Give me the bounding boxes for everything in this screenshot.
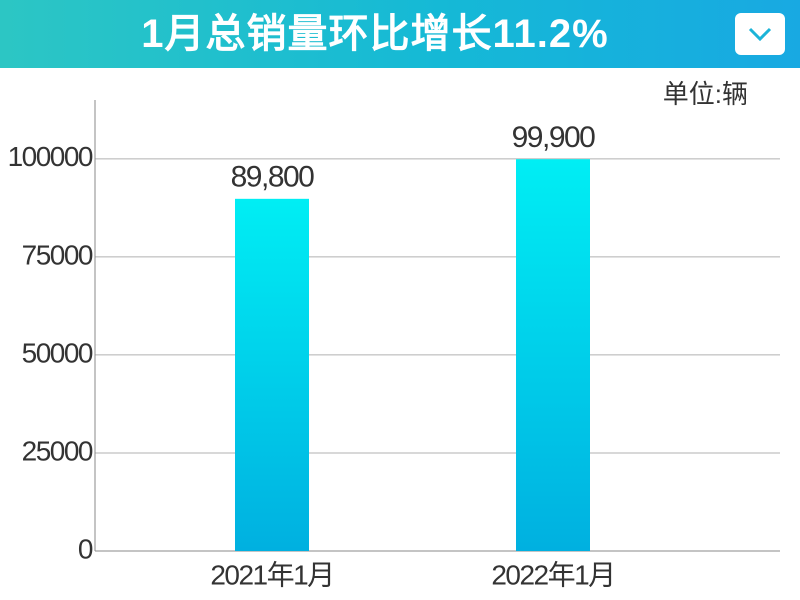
value-label: 89,800: [231, 161, 315, 194]
value-label: 99,900: [512, 121, 596, 154]
bar: [516, 159, 590, 551]
y-tick-label: 50000: [22, 337, 93, 368]
chevron-icon: [748, 27, 772, 42]
y-tick-label: 100000: [8, 141, 93, 172]
chart: 单位:辆 0 25000 50000 75000 100000 2021年1月 89,800…: [8, 79, 780, 590]
bar: [235, 198, 309, 551]
header: 1月总销量环比增长11.2%: [0, 0, 800, 68]
header-title: 1月总销量环比增长11.2%: [141, 12, 609, 56]
x-tick-label: 2022年1月: [491, 559, 614, 590]
dropdown-button[interactable]: [735, 13, 785, 55]
unit-label: 单位:辆: [663, 79, 748, 109]
y-tick-label: 75000: [22, 239, 93, 270]
y-tick-label: 0: [78, 533, 93, 564]
x-tick-label: 2021年1月: [210, 559, 333, 590]
y-tick-label: 25000: [22, 435, 93, 466]
